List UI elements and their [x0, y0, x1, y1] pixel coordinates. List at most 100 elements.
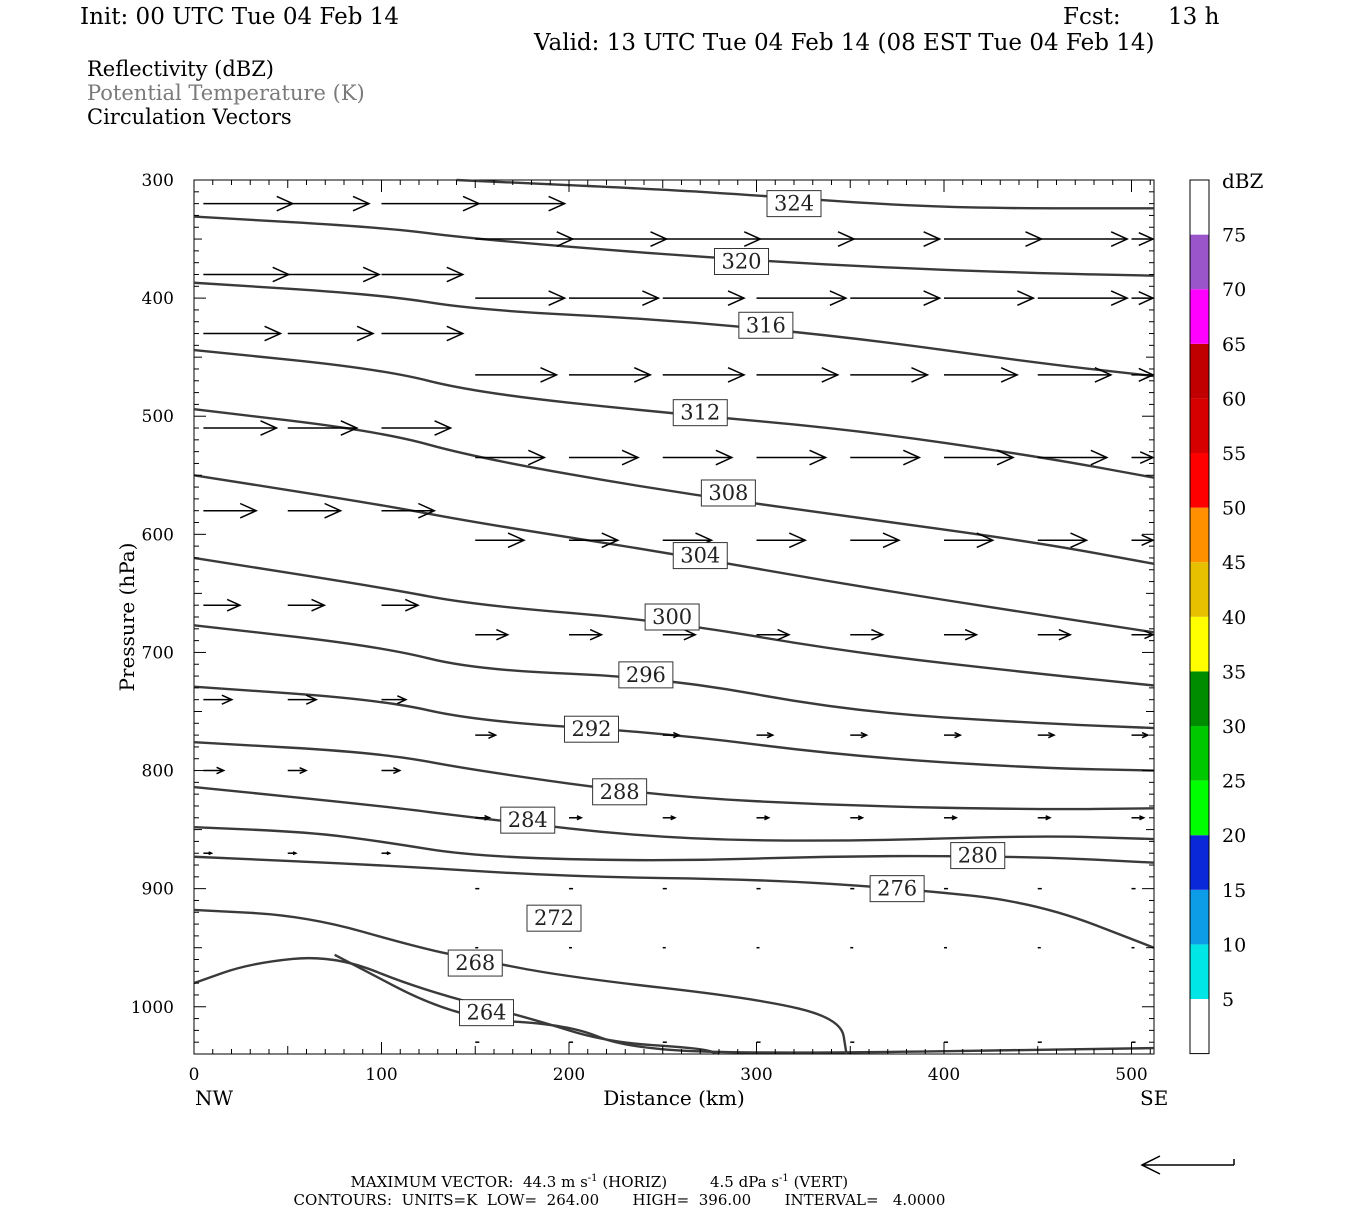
- contour-label-box-304: [672, 542, 728, 570]
- colorbar-label: 50: [1222, 498, 1246, 520]
- theta-contour-268: [193, 956, 720, 1056]
- colorbar-swatch: [1190, 289, 1209, 344]
- colorbar-label: 10: [1222, 934, 1246, 956]
- colorbar-label: 30: [1222, 716, 1246, 738]
- wind-vector-head: [1110, 231, 1129, 247]
- contour-label-box-276: [869, 875, 925, 903]
- wind-vector-head: [340, 420, 359, 436]
- contour-label-box-312: [672, 399, 728, 427]
- wind-vector-head: [882, 532, 901, 549]
- contour-label-288: 288: [600, 780, 640, 804]
- wind-vector-head: [484, 814, 492, 821]
- wind-vector-head: [911, 366, 930, 383]
- contour-label-box-320: [714, 247, 769, 275]
- wind-vector-head: [1045, 815, 1052, 821]
- colorbar-label: 65: [1222, 334, 1246, 356]
- theta-contour-296: [193, 624, 1155, 730]
- wind-vector-head: [548, 195, 567, 212]
- contour-label-box-316: [738, 311, 794, 339]
- y-tick-label: 800: [142, 762, 174, 782]
- y-tick-label: 600: [142, 525, 174, 545]
- wind-vector-head: [1139, 451, 1155, 464]
- wind-vector-head: [226, 598, 242, 612]
- wind-vector-head: [951, 815, 959, 821]
- colorbar-swatch: [1190, 726, 1209, 781]
- x-tick-label: 500: [1115, 1065, 1147, 1085]
- wind-vector-head: [548, 290, 567, 306]
- wind-vector-head: [311, 598, 327, 612]
- colorbar-swatch: [1190, 835, 1209, 890]
- wind-vector-head: [829, 290, 848, 306]
- contour-label-box-264: [459, 999, 514, 1027]
- footer-contours: CONTOURS: UNITS=K LOW= 264.00 HIGH= 396.…: [284, 1178, 946, 1209]
- wind-vector-head: [488, 731, 498, 739]
- x-tick-label: 400: [928, 1065, 960, 1085]
- forecast-hour: 13 h: [1168, 4, 1220, 30]
- colorbar-label: 15: [1222, 880, 1246, 902]
- wind-vector-head: [1110, 290, 1129, 306]
- theta-contour-308: [193, 407, 1155, 566]
- x-tick-labels: 0 100 200 300 400 500: [189, 1065, 1148, 1085]
- wind-vector-head: [356, 325, 375, 342]
- wind-vector-head: [305, 694, 319, 705]
- theta-contour-284: [193, 785, 1155, 842]
- colorbar-label: 25: [1222, 771, 1246, 793]
- x-tick-label: 300: [740, 1065, 772, 1085]
- max-vector-horiz-tag: (HORIZ): [602, 1173, 668, 1191]
- contours-low: 264.00: [546, 1191, 600, 1209]
- wind-vector-head: [976, 532, 995, 549]
- max-vector-horiz-exp: -1: [587, 1173, 598, 1184]
- colorbar-swatch: [1190, 343, 1209, 399]
- wind-vector-head: [923, 231, 942, 247]
- contour-label-box-284: [500, 806, 556, 834]
- max-vector-vert-tag: (VERT): [793, 1173, 849, 1191]
- x-label-se: SE: [1140, 1086, 1168, 1110]
- contour-label-264: 264: [466, 1001, 506, 1025]
- wind-vector-head: [260, 420, 279, 436]
- contour-label-300: 300: [652, 605, 692, 629]
- wind-vector-head: [777, 628, 791, 641]
- y-tick-labels: 300 400 500 600 700 800 900 1000: [131, 171, 174, 1018]
- y-tick-label: 900: [142, 880, 174, 900]
- wind-vector-head: [352, 195, 371, 212]
- contours-units: UNITS=K: [401, 1191, 478, 1209]
- contour-label-284: 284: [508, 808, 548, 832]
- wind-vector-head: [670, 815, 677, 821]
- max-vector-horiz: 44.3 m s: [522, 1173, 588, 1191]
- wind-vector-head: [324, 502, 343, 519]
- wind-vector-head: [221, 694, 234, 705]
- colorbar-frame: [1189, 179, 1210, 1055]
- wind-vector-head: [1141, 534, 1155, 547]
- wind-vector-head: [540, 366, 559, 383]
- colorbar-label: 40: [1222, 607, 1246, 629]
- wind-vector-head: [1048, 731, 1056, 739]
- x-tick-label: 200: [553, 1065, 585, 1085]
- wind-vector-head: [642, 290, 661, 306]
- colorbar-title: dBZ: [1222, 169, 1264, 193]
- colorbar-label: 70: [1222, 279, 1246, 301]
- wind-vector-head: [397, 695, 408, 705]
- dbz-colorbar: 5 10 15 20 25 30 35 40 45 50 55 60 65 70 75: [1189, 179, 1246, 1055]
- y-tick-label: 400: [142, 289, 174, 309]
- contours-high-label: HIGH=: [632, 1191, 690, 1209]
- wind-vector-head: [766, 731, 775, 739]
- wind-vector-head: [496, 628, 510, 641]
- colorbar-swatch: [1190, 889, 1209, 945]
- x-tick-label: 100: [365, 1065, 397, 1085]
- wind-vector-head: [954, 731, 963, 739]
- colorbar-swatch: [1190, 780, 1209, 836]
- contour-label-box-272: [526, 904, 582, 932]
- wind-vector-head: [446, 266, 465, 283]
- colorbar-label: 35: [1222, 661, 1246, 683]
- wind-vector-head: [362, 266, 381, 283]
- wind-vector-head: [727, 290, 746, 306]
- wind-vector-head: [292, 851, 298, 856]
- axis-ticks: [193, 179, 1154, 1055]
- wind-vector-head: [1017, 290, 1036, 306]
- contour-label-box-300: [644, 603, 700, 631]
- wind-vector-head: [208, 851, 214, 856]
- colorbar-label: 5: [1222, 989, 1234, 1011]
- wind-vector-head: [857, 815, 865, 821]
- wind-vector-head: [404, 598, 420, 612]
- contour-label-324: 324: [774, 192, 814, 216]
